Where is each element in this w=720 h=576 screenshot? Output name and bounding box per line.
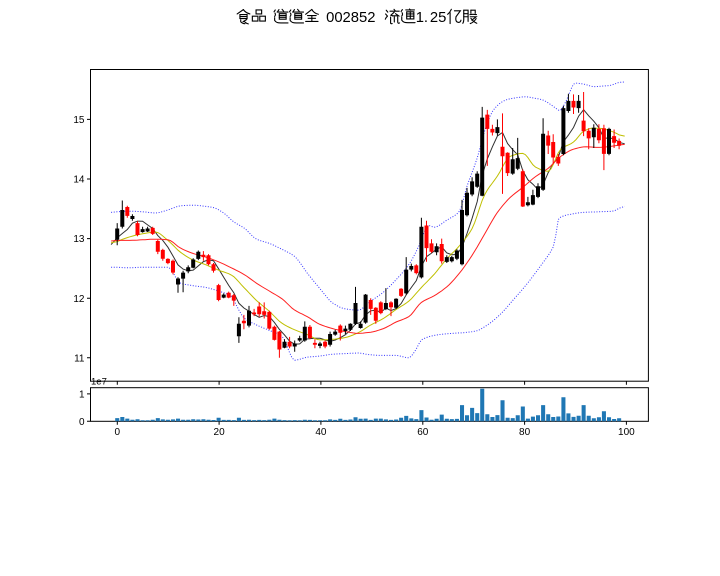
svg-text:100: 100: [618, 427, 635, 438]
svg-text:0: 0: [115, 427, 121, 438]
svg-text:12: 12: [73, 294, 85, 305]
svg-text:002852: 002852: [326, 10, 375, 26]
svg-text:25: 25: [430, 10, 446, 26]
svg-text:60: 60: [417, 427, 429, 438]
svg-text:11: 11: [74, 353, 85, 364]
svg-text:13: 13: [73, 234, 85, 245]
svg-text:40: 40: [315, 427, 327, 438]
svg-text:14: 14: [73, 175, 85, 186]
svg-text:0: 0: [79, 417, 85, 428]
svg-text:1: 1: [79, 390, 85, 401]
svg-text:20: 20: [214, 427, 226, 438]
svg-text:15: 15: [73, 115, 85, 126]
svg-text:1e7: 1e7: [91, 376, 107, 387]
svg-text:80: 80: [519, 427, 531, 438]
svg-text:1.: 1.: [416, 10, 428, 26]
